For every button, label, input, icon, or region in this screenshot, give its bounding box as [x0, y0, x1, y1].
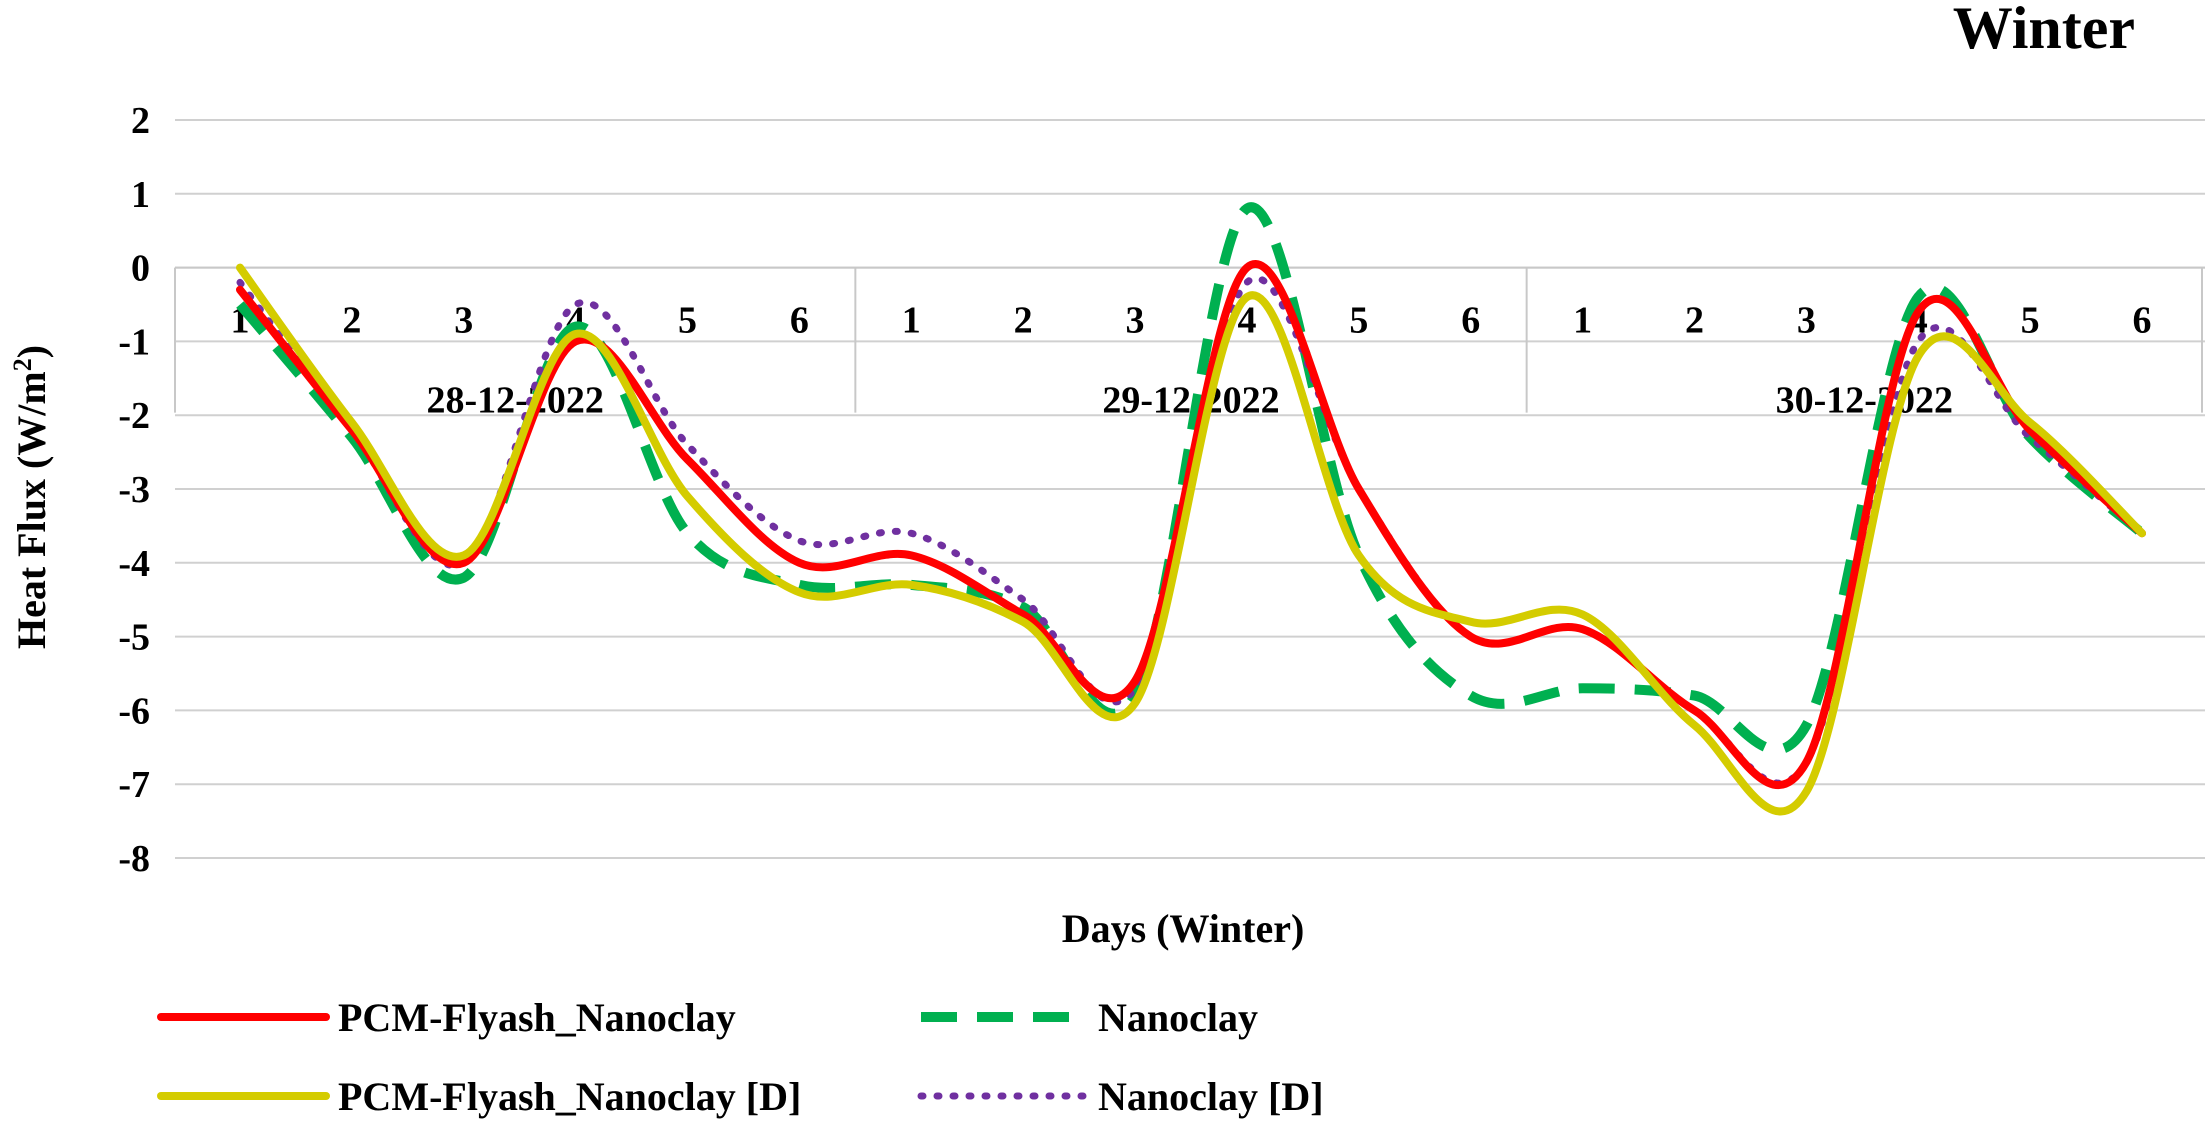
legend-label: Nanoclay: [1098, 995, 1258, 1040]
category-axis: 1 2 3 4 5 6 1 2 3 4 5 6 1 2 3 4 5 628-12-2022 29-12-2022 30…: [174, 266, 2205, 422]
x-category-label: 2: [1685, 300, 1704, 342]
y-tick-label: -2: [118, 395, 150, 437]
y-tick-label: -4: [118, 543, 150, 585]
x-category-label: 2: [1014, 300, 1033, 342]
x-category-label: 1: [902, 300, 921, 342]
legend-label: PCM-Flyash_Nanoclay [D]: [338, 1074, 801, 1119]
x-category-label: 5: [678, 300, 697, 342]
y-axis-title-sup: 2: [8, 358, 37, 371]
x-category-label: 3: [1797, 300, 1816, 342]
x-group-label: 28-12-2022: [427, 380, 604, 422]
x-category-label: 6: [1461, 300, 1480, 342]
x-category-label: 2: [342, 300, 361, 342]
y-tick-label: -7: [118, 764, 150, 806]
y-tick-labels: 2 1 0 -1 -2 -3 -4 -5 -6 -7 -8: [118, 100, 150, 880]
y-tick-label: -5: [118, 617, 150, 659]
x-category-label: 5: [1349, 300, 1368, 342]
y-axis-title-end: ): [9, 345, 54, 358]
x-category-label: 6: [2133, 300, 2152, 342]
chart-title: Winter: [1953, 0, 2135, 61]
legend-label: PCM-Flyash_Nanoclay: [338, 995, 736, 1040]
x-category-label: 6: [790, 300, 809, 342]
x-group-label: 30-12-2022: [1776, 380, 1953, 422]
legend: PCM-Flyash_Nanoclay Nanoclay PCM-Flyash_Na…: [157, 995, 1324, 1119]
y-tick-label: 0: [131, 248, 150, 290]
y-tick-label: -1: [118, 321, 150, 363]
x-category-label: 3: [1126, 300, 1145, 342]
y-tick-label: -3: [118, 469, 150, 511]
y-axis-title-main: Heat Flux (W/m: [9, 371, 54, 649]
x-category-label: 4: [1237, 300, 1256, 342]
legend-label: Nanoclay [D]: [1098, 1074, 1324, 1119]
series-layer: [236, 202, 2146, 816]
series-line-pcm-flyash-nanoclay-d: [236, 263, 2146, 816]
y-axis-title: Heat Flux (W/m2): [8, 345, 55, 649]
series-line-pcm-flyash-nanoclay: [236, 260, 2146, 790]
y-tick-label: 1: [131, 174, 150, 216]
x-axis-title: Days (Winter): [1062, 906, 1305, 951]
y-tick-label: 2: [131, 100, 150, 142]
x-category-label: 3: [454, 300, 473, 342]
x-category-label: 5: [2021, 300, 2040, 342]
y-tick-label: -8: [118, 838, 150, 880]
y-tick-label: -6: [118, 690, 150, 732]
x-category-label: 1: [1573, 300, 1592, 342]
